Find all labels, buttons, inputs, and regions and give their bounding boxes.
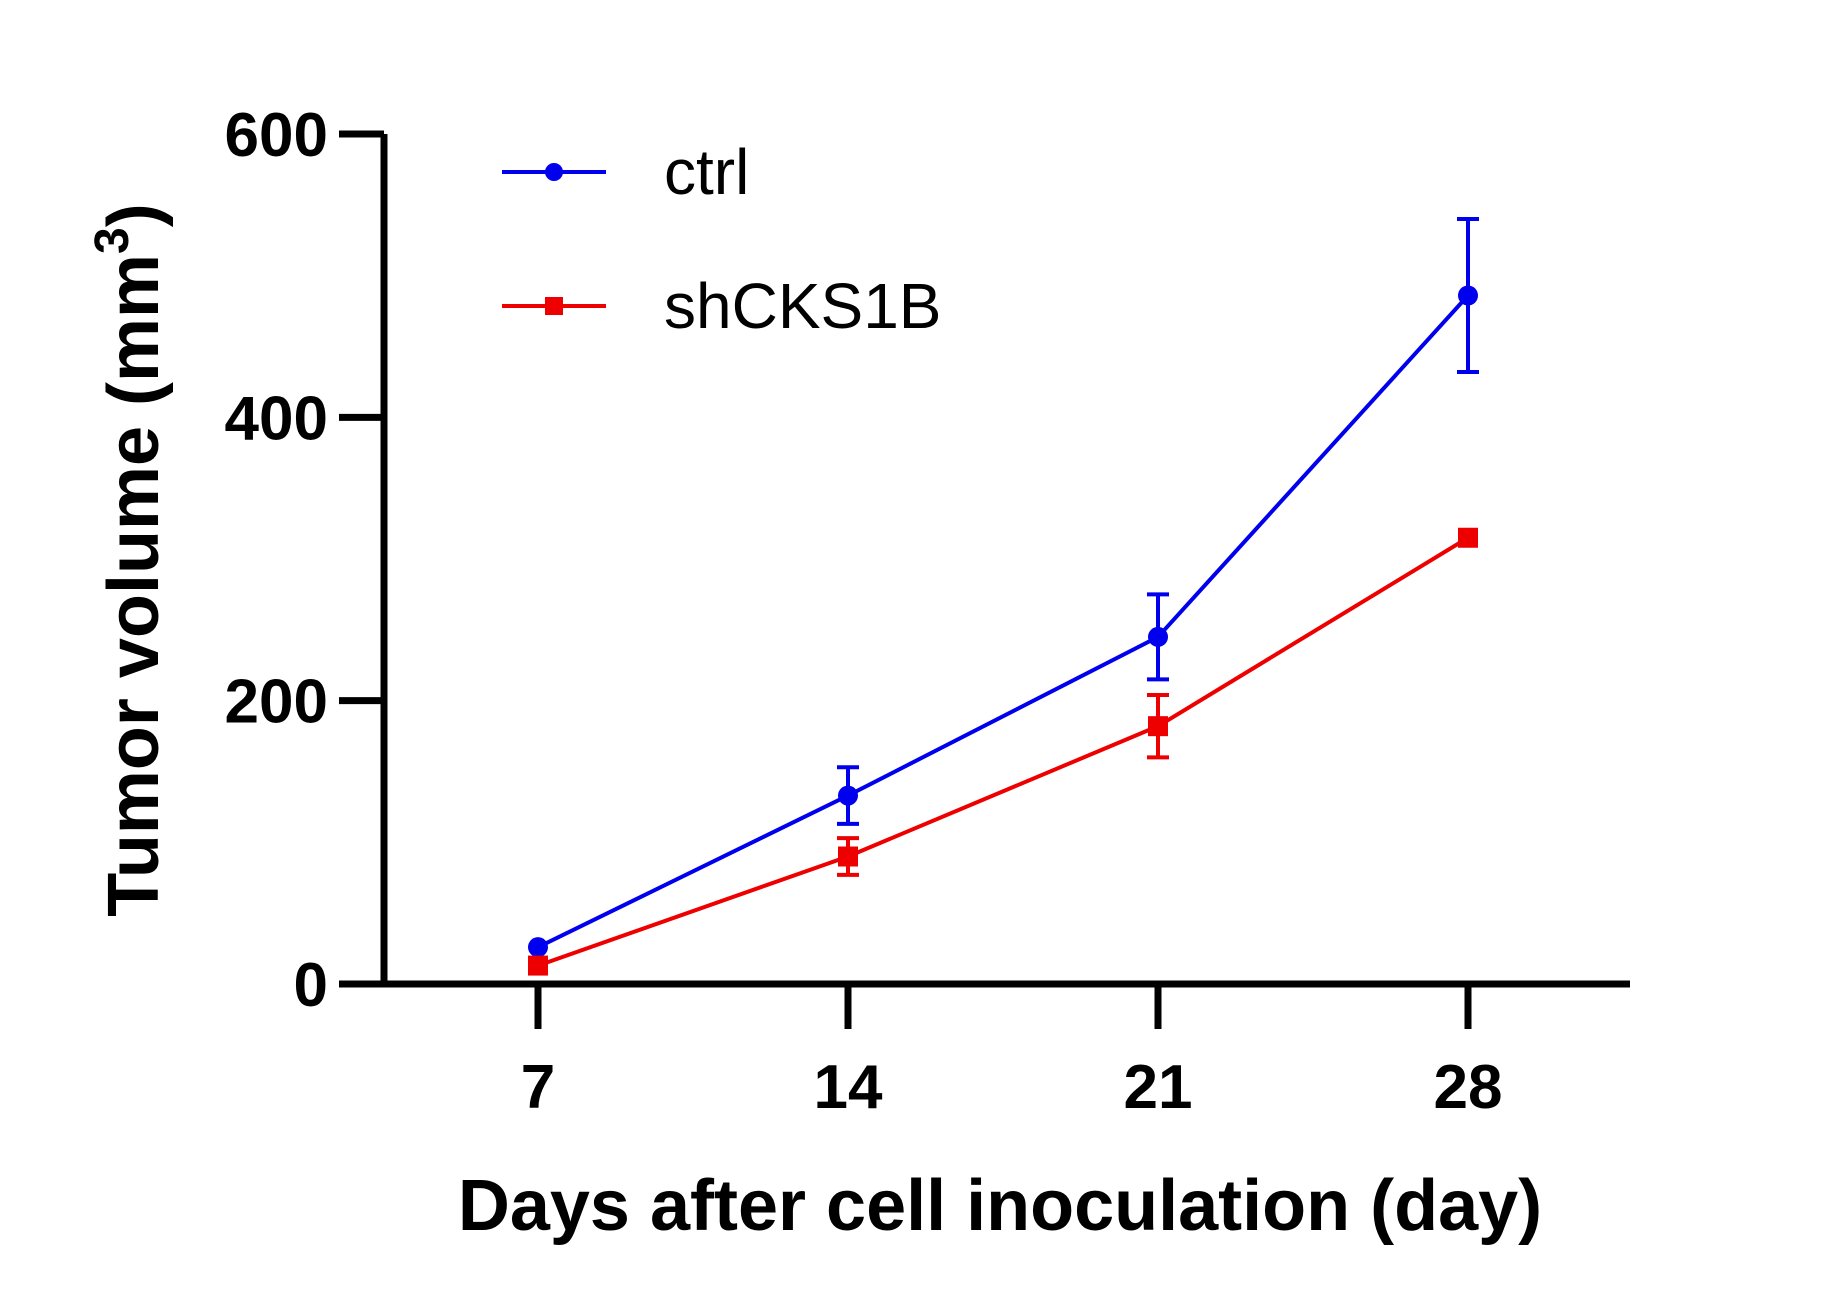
y-axis-title: Tumor volume (mm3) [86,203,174,916]
y-ticks: 0 200 400 600 [225,101,384,1020]
data-point [838,846,858,867]
x-tick-label: 21 [1124,1053,1193,1122]
data-point [1458,527,1478,548]
data-point [1148,626,1168,647]
legend-entry-shcks1b: shCKS1B [502,270,941,342]
series-layer [528,217,1479,976]
data-point [1458,285,1478,306]
series-shcks1b [528,527,1478,976]
legend-label: shCKS1B [664,270,941,342]
y-tick-label: 200 [225,668,328,737]
data-point [528,955,548,976]
axes [340,134,1630,988]
series-line [537,294,1470,949]
legend: ctrl shCKS1B [502,136,941,342]
data-point [528,937,548,958]
legend-entry-ctrl: ctrl [502,136,749,208]
legend-label: ctrl [664,136,749,208]
legend-swatch-marker [545,297,563,315]
data-point [838,785,858,806]
y-tick-label: 0 [294,951,328,1020]
y-tick-label: 600 [225,101,328,170]
x-tick-label: 7 [521,1053,555,1122]
y-axis-title-superscript: 3 [86,227,139,254]
x-axis-title: Days after cell inoculation (day) [458,1166,1542,1246]
x-ticks: 7 14 21 28 [521,984,1503,1122]
y-axis-title-close: ) [94,203,174,227]
x-tick-label: 14 [814,1053,883,1122]
x-tick-label: 28 [1434,1053,1503,1122]
y-axis-title-text: Tumor volume (mm [94,254,174,917]
y-tick-label: 400 [225,384,328,453]
legend-swatch-marker [545,163,563,181]
data-point [1148,716,1168,737]
series-line [537,536,1470,968]
series-ctrl [528,217,1479,958]
